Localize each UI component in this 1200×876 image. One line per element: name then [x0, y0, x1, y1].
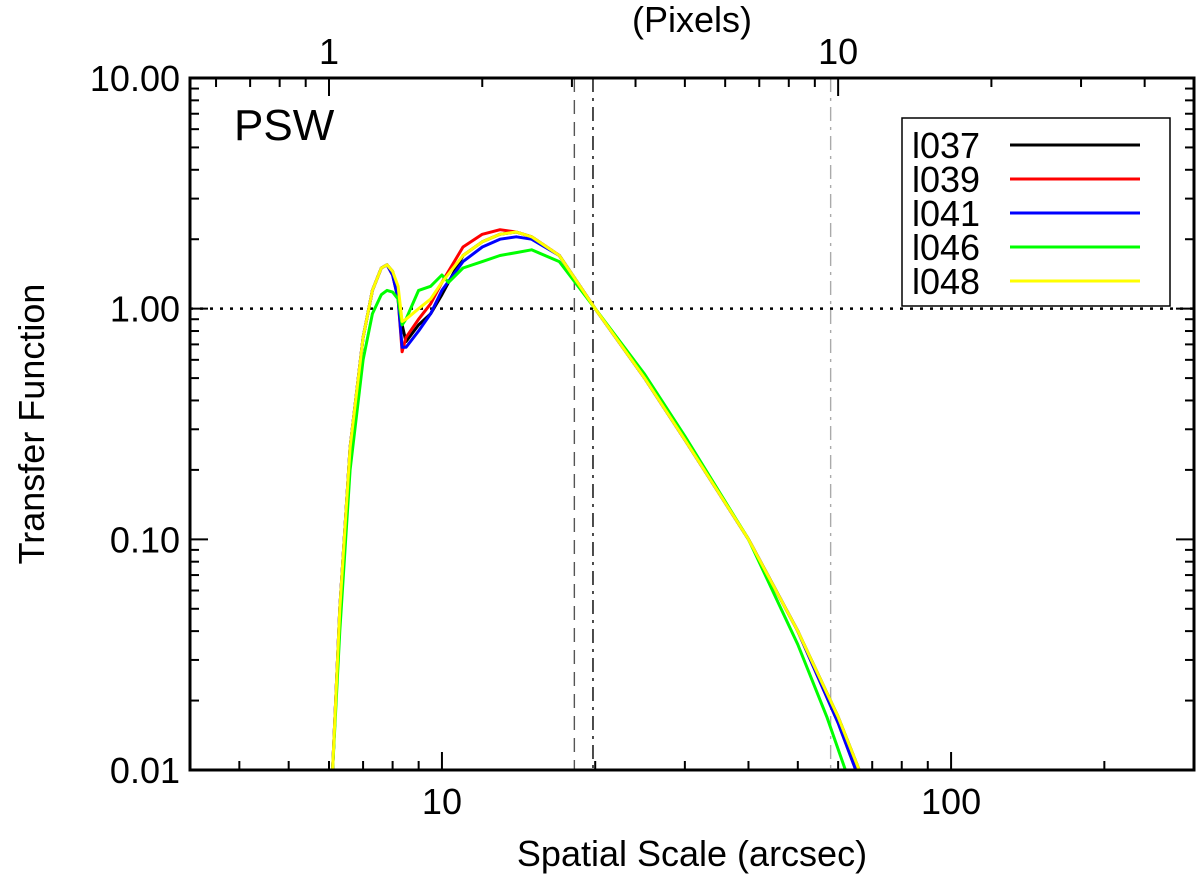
- x-tick-label: 10: [422, 781, 462, 822]
- y-tick-label: 10.00: [90, 58, 180, 99]
- legend-label-l048: l048: [912, 261, 980, 302]
- tick-labels: 10 100 1 10 0.01 0.10 1.00 10.00: [90, 31, 981, 822]
- panel-label: PSW: [234, 101, 335, 150]
- y-tick-label: 0.01: [110, 750, 180, 791]
- plot-frame: [188, 76, 1196, 772]
- x-axis-title: Spatial Scale (arcsec): [517, 833, 867, 874]
- x2-axis-title: (Pixels): [632, 0, 752, 40]
- x-tick-label: 100: [921, 781, 981, 822]
- reference-lines: [190, 78, 1194, 770]
- y-tick-label: 1.00: [110, 289, 180, 330]
- series-line-l048: [331, 230, 861, 770]
- x2-tick-label: 1: [319, 31, 339, 72]
- axis-ticks: [190, 77, 1195, 771]
- series-lines: [331, 228, 861, 770]
- x2-tick-label: 10: [818, 31, 858, 72]
- legend-label-l041: l041: [912, 193, 980, 234]
- legend-label-l046: l046: [912, 227, 980, 268]
- y-tick-label: 0.10: [110, 519, 180, 560]
- series-line-l046: [331, 248, 847, 770]
- y-axis-title: Transfer Function: [11, 284, 52, 565]
- legend-label-l039: l039: [912, 159, 980, 200]
- legend-label-l037: l037: [912, 125, 980, 166]
